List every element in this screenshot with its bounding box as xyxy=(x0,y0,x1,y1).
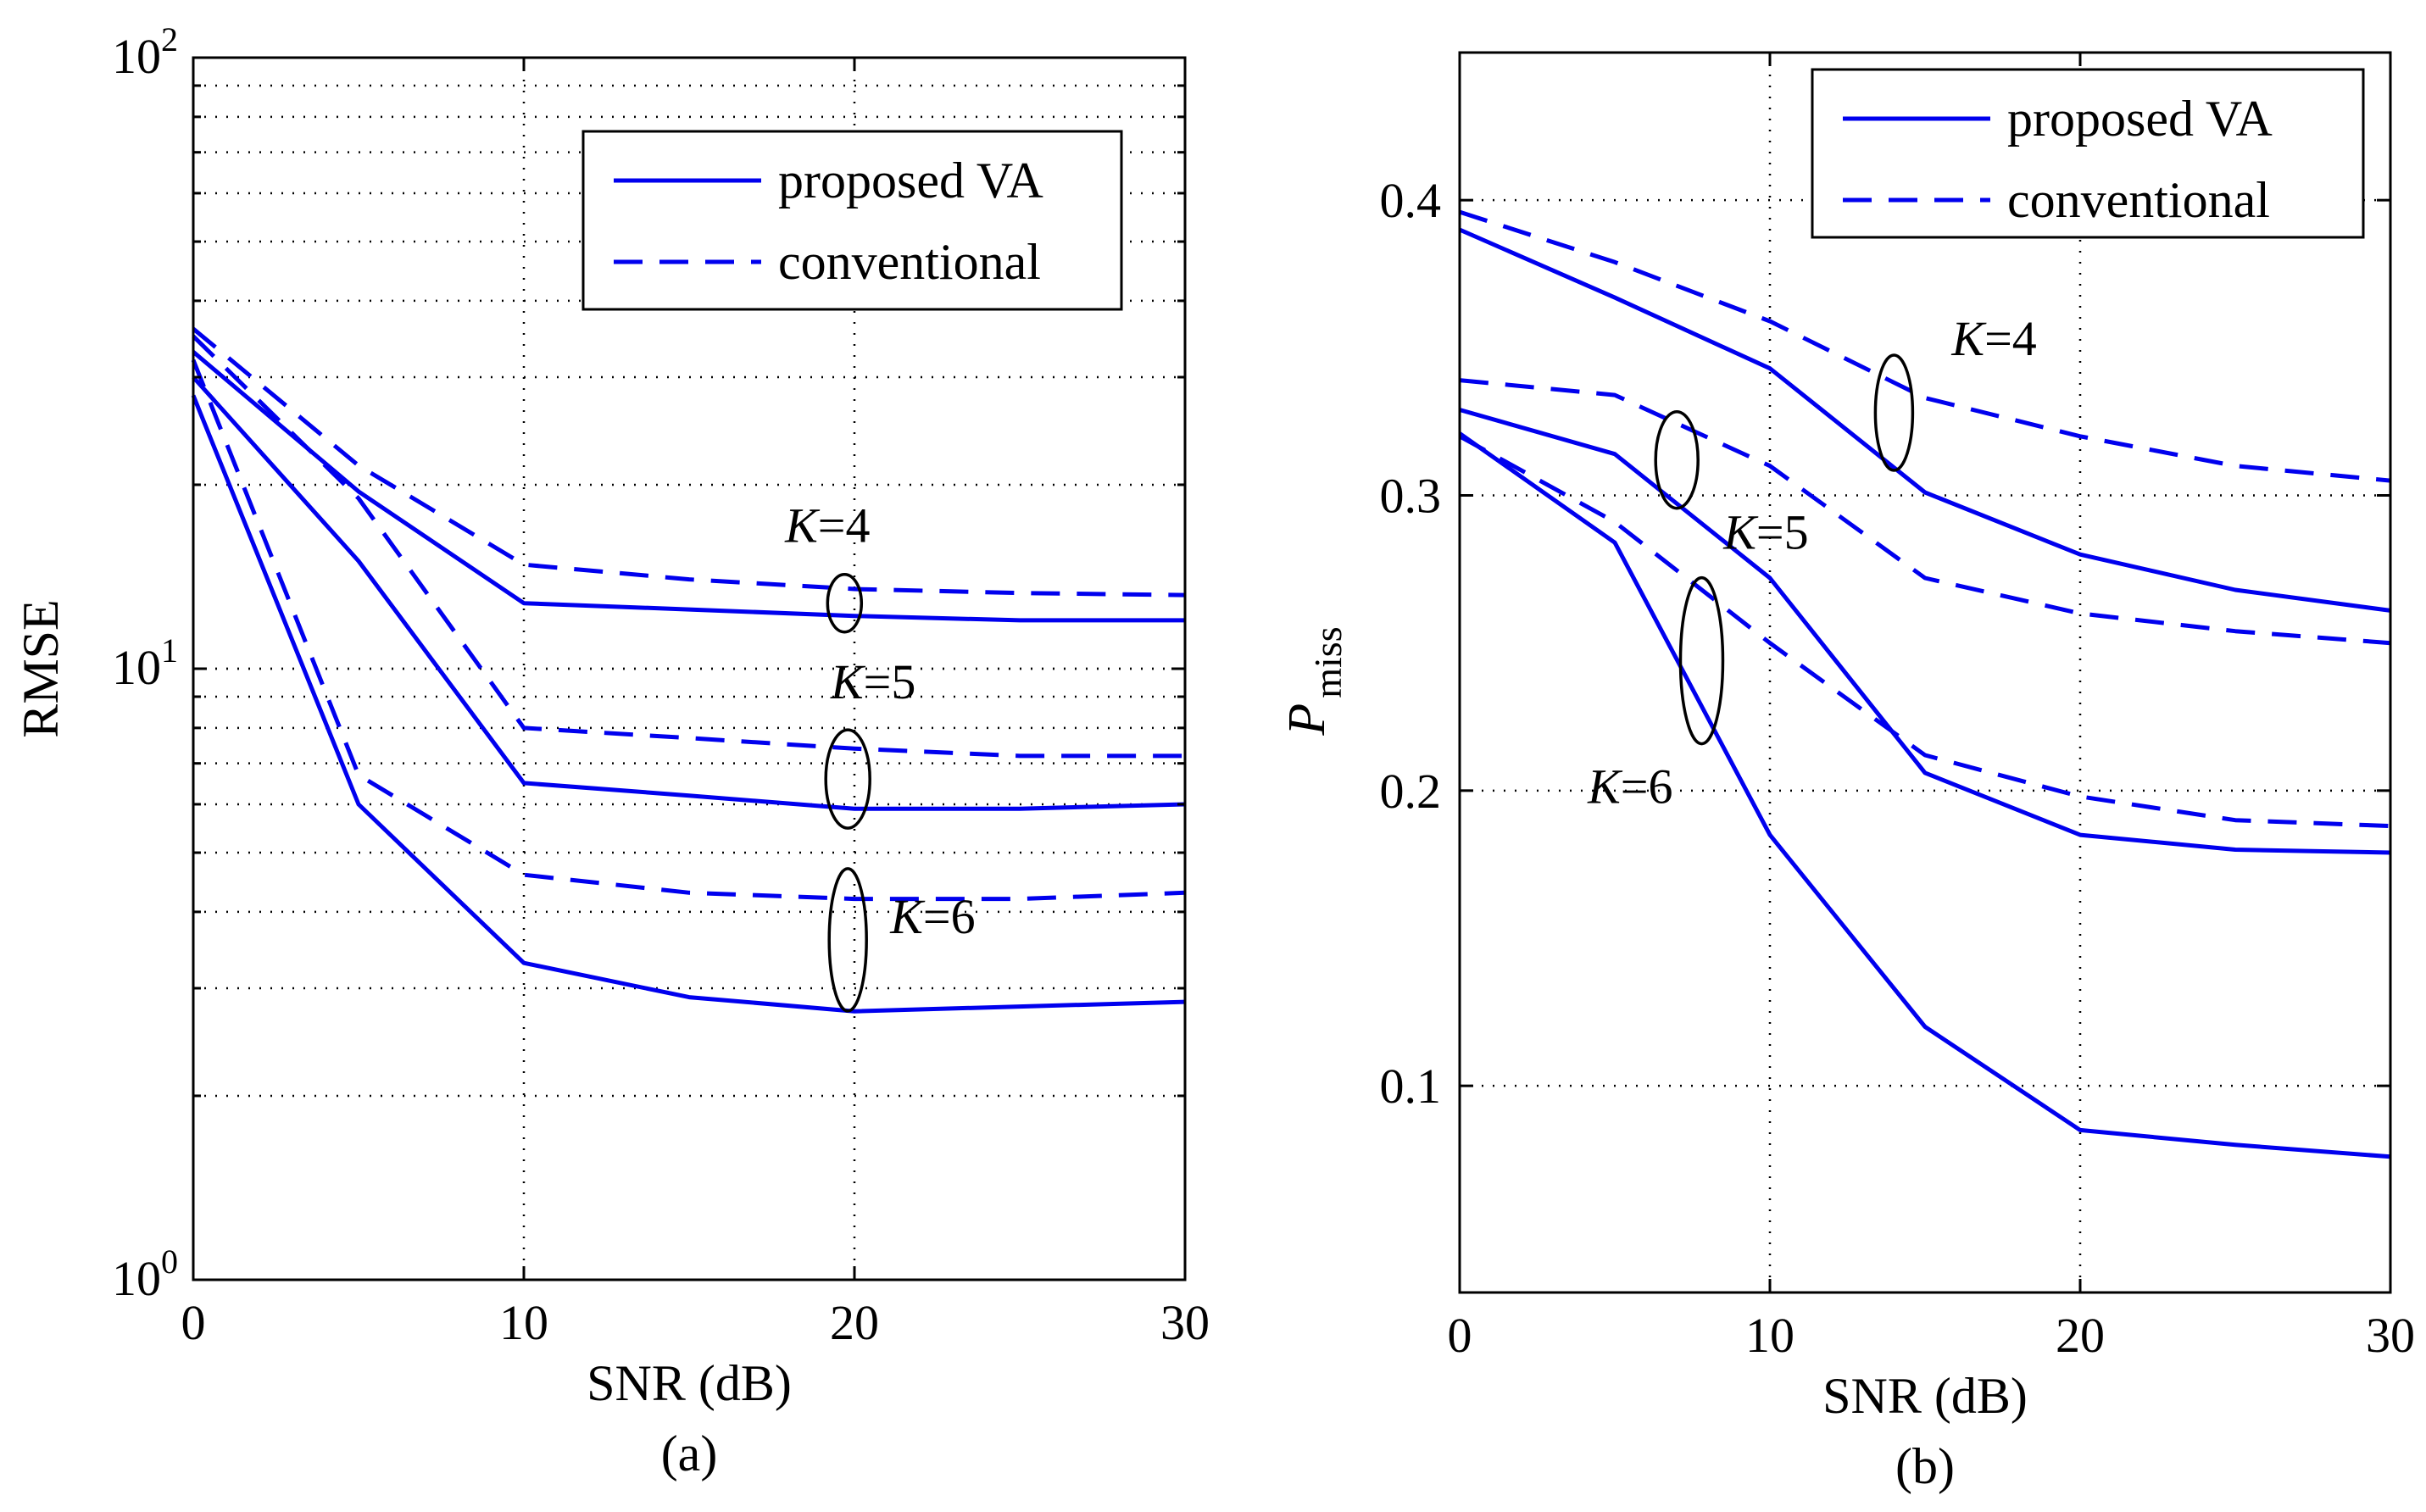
y-tick-label-base: 10 xyxy=(112,29,161,84)
x-tick-label: 30 xyxy=(1160,1295,1210,1350)
annotation-ellipse xyxy=(824,728,871,830)
legend-box xyxy=(1811,68,2365,239)
panel-b: 0 10 20 30 0.1 0.2 0.3 0.4 SNR (dB) (b) Pmiss propo… xyxy=(1278,51,2415,1494)
panel-label: (a) xyxy=(661,1426,718,1481)
series-line-K5-dashed xyxy=(192,334,1185,759)
annotation-label-variable: K xyxy=(1950,311,1987,366)
y-tick-label: 0.1 xyxy=(1380,1059,1442,1114)
series-line-K4-solid xyxy=(1458,227,2391,613)
legend-label: proposed VA xyxy=(2007,91,2273,147)
y-tick-label: 101 xyxy=(112,631,178,695)
annotation-label-value: =6 xyxy=(923,889,976,944)
x-tick-label: 10 xyxy=(1745,1308,1794,1363)
y-tick-label: 0.3 xyxy=(1380,469,1442,524)
annotation-label-value: =5 xyxy=(1756,505,1809,560)
annotation-label: K=5 xyxy=(830,654,915,709)
annotation-ellipse xyxy=(827,867,868,1013)
series-line-K5-solid xyxy=(1459,408,2391,855)
x-tick-label: 20 xyxy=(830,1295,879,1350)
y-tick-label-exponent: 2 xyxy=(161,20,178,58)
annotation-label-value: =4 xyxy=(818,498,871,553)
y-tick-label: 100 xyxy=(112,1242,178,1306)
series-line-K6-solid xyxy=(191,394,1186,1014)
y-tick-label: 0.2 xyxy=(1380,764,1442,819)
annotation-ellipse xyxy=(1873,353,1915,472)
y-tick-label: 0.4 xyxy=(1380,173,1442,228)
legend-label: conventional xyxy=(778,234,1041,290)
annotation-ellipse xyxy=(1678,575,1725,746)
y-tick-label-base: 10 xyxy=(112,640,161,695)
annotation-label-variable: K xyxy=(1722,505,1759,560)
series-line-K4-dashed xyxy=(192,326,1186,598)
legend-label: proposed VA xyxy=(778,153,1043,208)
y-axis-label: Pmiss xyxy=(1278,626,1349,736)
panel-label: (b) xyxy=(1895,1438,1955,1494)
series-line-K6-solid xyxy=(1458,431,2391,1159)
series-line-K5-dashed xyxy=(1459,378,2391,646)
annotation-label: K=6 xyxy=(1587,759,1672,814)
y-axis-label: RMSE xyxy=(13,599,69,737)
x-tick-label: 0 xyxy=(181,1295,206,1350)
y-tick-label-exponent: 0 xyxy=(161,1242,178,1281)
annotation-label-value: =4 xyxy=(1984,311,2037,366)
annotation-ellipse xyxy=(1654,409,1700,510)
x-tick-label: 0 xyxy=(1448,1308,1472,1363)
annotation-label: K=6 xyxy=(889,889,975,944)
y-axis-label-main: P xyxy=(1278,703,1336,737)
x-axis-label: SNR (dB) xyxy=(587,1355,792,1411)
legend-label: conventional xyxy=(2007,172,2270,228)
series-line-K6-dashed xyxy=(191,359,1186,902)
y-tick-label-exponent: 1 xyxy=(161,631,178,670)
series-line-K6-dashed xyxy=(1458,434,2391,829)
y-tick-label-base: 10 xyxy=(112,1251,161,1306)
x-tick-label: 20 xyxy=(2056,1308,2105,1363)
x-tick-label: 30 xyxy=(2366,1308,2415,1363)
legend-box xyxy=(581,130,1123,311)
annotation-label-variable: K xyxy=(1587,759,1623,814)
y-axis-label-subscript: miss xyxy=(1306,626,1349,698)
annotation-label-variable: K xyxy=(784,498,821,553)
axes-frame xyxy=(1458,51,2392,1294)
x-tick-label: 10 xyxy=(499,1295,548,1350)
x-axis-label: SNR (dB) xyxy=(1822,1368,2028,1424)
annotation-ellipse xyxy=(826,572,864,634)
annotation-label-value: =6 xyxy=(1621,759,1673,814)
annotation-label: K=4 xyxy=(784,498,870,553)
annotation-label-variable: K xyxy=(830,654,866,709)
annotation-label-value: =5 xyxy=(864,654,916,709)
annotation-label: K=5 xyxy=(1722,505,1808,560)
series-line-K4-dashed xyxy=(1459,209,2391,483)
series-line-K4-solid xyxy=(192,350,1185,623)
series-line-K5-solid xyxy=(192,375,1186,811)
annotation-label-variable: K xyxy=(889,889,926,944)
y-tick-label: 102 xyxy=(112,20,178,84)
annotation-label: K=4 xyxy=(1950,311,2036,366)
